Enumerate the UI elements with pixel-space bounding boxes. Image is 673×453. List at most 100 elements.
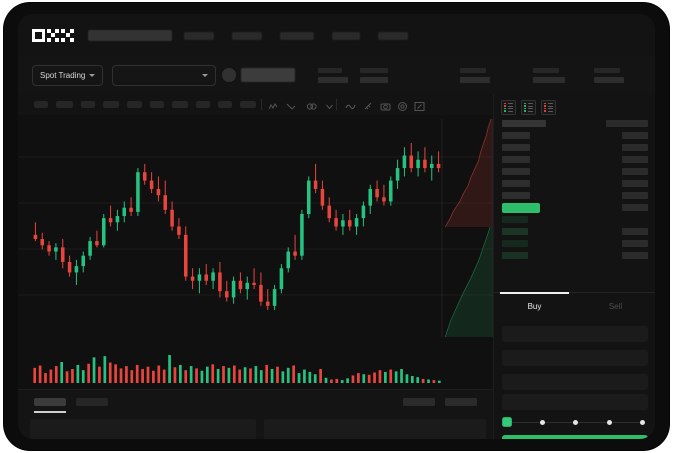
timeframe-button-2[interactable] (56, 101, 73, 108)
last-price (241, 68, 295, 82)
settings-icon[interactable] (397, 99, 408, 111)
timeframe-button-5[interactable] (127, 101, 142, 108)
slider-stop-50[interactable] (573, 419, 578, 425)
nav-item-2[interactable] (232, 32, 262, 40)
slider-stop-75[interactable] (606, 419, 612, 425)
line-chart-icon[interactable] (345, 99, 356, 110)
market-depth-chart (441, 118, 493, 338)
order-book-bid-row[interactable] (494, 252, 655, 264)
price-chart[interactable] (18, 115, 493, 389)
orderbook-mode-line (527, 108, 533, 110)
order-book-cell-price (502, 168, 530, 175)
market-stat-label (360, 68, 388, 73)
market-stat-value (533, 77, 565, 83)
order-form-field-4[interactable] (502, 394, 648, 410)
order-book-ask-row[interactable] (494, 144, 655, 156)
chevron-down-icon[interactable] (324, 99, 335, 110)
orders-tab-2[interactable] (76, 398, 108, 406)
orderbook-mode-bids[interactable] (521, 100, 536, 115)
order-book-cell-amount (622, 204, 648, 211)
nav-item-5[interactable] (378, 32, 408, 40)
order-form-field-2[interactable] (502, 350, 648, 366)
compare-icon[interactable] (306, 99, 317, 110)
volume-histogram (33, 355, 441, 383)
toolbar-divider-1 (261, 99, 262, 110)
timeframe-button-4[interactable] (103, 101, 119, 108)
market-stat-4 (533, 68, 565, 83)
order-book-cell-price (502, 192, 530, 199)
nav-item-3[interactable] (280, 32, 314, 40)
orderbook-mode-line (507, 105, 513, 107)
order-book-bid-row[interactable] (494, 228, 655, 240)
order-book-cell-price (502, 144, 530, 151)
nav-item-1[interactable] (184, 32, 214, 40)
timeframe-button-3[interactable] (81, 101, 95, 108)
orderbook-mode-asks[interactable] (541, 100, 556, 115)
timeframe-button-6[interactable] (150, 101, 164, 108)
market-stat-value (318, 77, 348, 83)
submit-order-button[interactable] (502, 435, 648, 439)
timeframe-button-8[interactable] (196, 101, 210, 108)
tab-sell[interactable]: Sell (575, 293, 655, 319)
buy-sell-tabs: Buy Sell (494, 292, 655, 319)
order-book-cell-amount (622, 228, 648, 235)
orderbook-mode-bar (544, 105, 546, 107)
orders-action-1[interactable] (403, 398, 435, 406)
orderbook-mode-bar (544, 110, 546, 112)
order-book-bid-row[interactable] (494, 240, 655, 252)
order-book-rows (494, 120, 655, 264)
orderbook-mode-line (527, 105, 533, 107)
orderbook-mode-line (547, 108, 553, 110)
spot-trading-dropdown[interactable]: Spot Trading (32, 65, 104, 86)
order-book-bid-row[interactable] (494, 216, 655, 228)
order-panel: Buy Sell (493, 94, 655, 439)
orderbook-mode-bar (504, 102, 506, 105)
order-book-ask-row[interactable] (494, 132, 655, 144)
order-book-cell-price (502, 120, 546, 127)
market-stat-2 (360, 68, 388, 83)
order-book-spread-row[interactable] (494, 203, 655, 216)
camera-icon[interactable] (380, 99, 391, 111)
toolbar-divider-2 (336, 99, 337, 110)
nav-item-4[interactable] (332, 32, 360, 40)
orderbook-mode-both[interactable] (501, 100, 516, 115)
chevron-down-icon (89, 74, 96, 77)
order-form-field-3[interactable] (502, 374, 648, 390)
amount-percent-slider[interactable] (502, 416, 648, 428)
market-stat-3 (460, 68, 490, 83)
orderbook-mode-bar (524, 102, 526, 105)
trendline-icon[interactable] (286, 99, 297, 110)
trading-pair-select[interactable] (112, 65, 216, 86)
order-book-ask-row[interactable] (494, 180, 655, 192)
orders-action-2[interactable] (445, 398, 477, 406)
indicator-icon[interactable] (268, 99, 279, 110)
ruler-icon[interactable] (363, 99, 374, 110)
order-book-cell-amount (622, 132, 648, 139)
order-book-ask-row[interactable] (494, 192, 655, 204)
order-book-header[interactable] (494, 120, 655, 132)
timeframe-button-9[interactable] (218, 101, 232, 108)
order-book-ask-row[interactable] (494, 156, 655, 168)
timeframe-button-7[interactable] (172, 101, 188, 108)
orderbook-mode-bar (524, 107, 526, 110)
slider-handle[interactable] (502, 417, 512, 427)
orderbook-mode-bar (504, 105, 506, 107)
tab-sell-label: Sell (608, 301, 623, 311)
tablet-device-frame: Spot Trading Buy (4, 3, 669, 450)
tab-buy[interactable]: Buy (494, 292, 575, 319)
orderbook-mode-bar (524, 110, 526, 112)
timeframe-button-1[interactable] (34, 101, 48, 108)
timeframe-button-10[interactable] (240, 101, 256, 108)
market-stat-value (594, 77, 624, 83)
okx-logo[interactable] (32, 29, 74, 42)
app-screen: Spot Trading Buy (18, 14, 655, 439)
order-form-field-1[interactable] (502, 326, 648, 342)
order-book-ask-row[interactable] (494, 168, 655, 180)
slider-stop-25[interactable] (539, 419, 545, 425)
search-input[interactable] (88, 30, 172, 41)
market-stat-5 (594, 68, 624, 83)
slider-stop-100[interactable] (640, 419, 645, 425)
fullscreen-icon[interactable] (414, 99, 425, 111)
orders-tab-1[interactable] (34, 398, 66, 406)
orders-panel (18, 389, 493, 439)
